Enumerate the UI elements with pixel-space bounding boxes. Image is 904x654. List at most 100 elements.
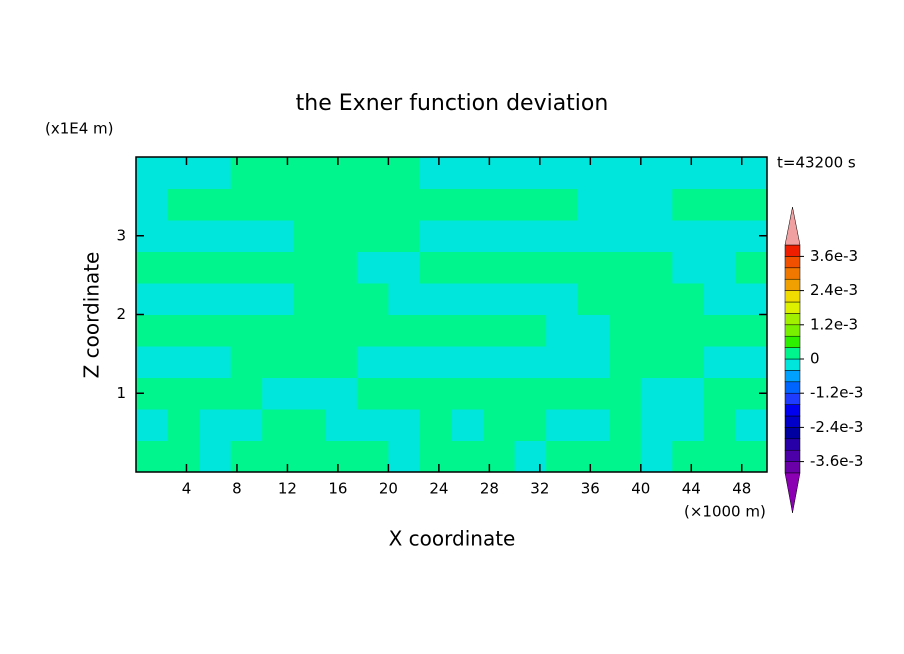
- contour-cell: [388, 314, 421, 347]
- contour-cell: [262, 377, 295, 410]
- contour-cell: [167, 409, 200, 441]
- contour-cell: [419, 409, 452, 441]
- contour-cell: [136, 283, 169, 315]
- contour-cell: [546, 251, 579, 284]
- colorbar-tick-label: 0: [810, 350, 820, 368]
- contour-cell: [419, 188, 452, 221]
- contour-cell: [230, 314, 263, 347]
- contour-cell: [199, 220, 232, 252]
- contour-cell: [167, 440, 200, 473]
- contour-cell: [262, 314, 295, 347]
- colorbar-segment: [784, 427, 801, 440]
- contour-cell: [167, 188, 200, 221]
- contour-cell: [293, 220, 326, 252]
- contour-cell: [325, 283, 358, 315]
- contour-cell: [672, 346, 705, 378]
- contour-cell: [735, 440, 768, 473]
- contour-cell: [167, 251, 200, 284]
- contour-cell: [356, 377, 389, 410]
- contour-cell: [514, 346, 547, 378]
- colorbar-segment: [784, 267, 801, 280]
- contour-cell: [577, 314, 610, 347]
- contour-cell: [640, 251, 673, 284]
- contour-cell: [546, 188, 579, 221]
- contour-cell: [262, 409, 295, 441]
- colorbar-segment: [784, 290, 801, 303]
- contour-cell: [325, 440, 358, 473]
- colorbar-segment: [784, 404, 801, 417]
- contour-cell: [136, 346, 169, 378]
- contour-cell: [230, 188, 263, 221]
- contour-cell: [483, 188, 516, 221]
- contour-cell: [672, 188, 705, 221]
- contour-cell: [262, 157, 295, 189]
- contour-cell: [577, 283, 610, 315]
- colorbar-segment: [784, 358, 801, 371]
- contour-cell: [735, 346, 768, 378]
- contour-cell: [293, 188, 326, 221]
- contour-cell: [356, 251, 389, 284]
- colorbar-tick-label: 1.2e-3: [810, 315, 858, 333]
- contour-cell: [199, 377, 232, 410]
- contour-cell: [230, 409, 263, 441]
- colorbar-tick-label: -2.4e-3: [810, 418, 863, 436]
- colorbar-segment: [784, 278, 801, 291]
- contour-cell: [483, 440, 516, 473]
- contour-cell: [230, 440, 263, 473]
- contour-cell: [514, 409, 547, 441]
- contour-cell: [514, 377, 547, 410]
- contour-cell: [167, 283, 200, 315]
- contour-cell: [640, 377, 673, 410]
- contour-cell: [577, 188, 610, 221]
- contour-cell: [388, 283, 421, 315]
- contour-cell: [735, 283, 768, 315]
- contour-cell: [451, 377, 484, 410]
- x-tick-label: 36: [581, 480, 600, 498]
- contour-cell: [483, 157, 516, 189]
- contour-cell: [136, 314, 169, 347]
- contour-cell: [451, 220, 484, 252]
- contour-cell: [293, 377, 326, 410]
- contour-cell: [388, 440, 421, 473]
- contour-cell: [609, 377, 642, 410]
- contour-cell: [167, 377, 200, 410]
- contour-cell: [640, 157, 673, 189]
- contour-cell: [356, 440, 389, 473]
- contour-cell: [325, 220, 358, 252]
- contour-cell: [546, 409, 579, 441]
- contour-cell: [640, 283, 673, 315]
- y-tick-label: 2: [116, 305, 126, 323]
- contour-cell: [325, 251, 358, 284]
- contour-cell: [577, 440, 610, 473]
- contour-cell: [325, 346, 358, 378]
- contour-cell: [735, 157, 768, 189]
- contour-cell: [419, 346, 452, 378]
- contour-cell: [293, 251, 326, 284]
- contour-cell: [230, 377, 263, 410]
- colorbar-under: [784, 472, 801, 514]
- contour-cell: [672, 251, 705, 284]
- contour-cell: [546, 157, 579, 189]
- contour-cell: [199, 346, 232, 378]
- contour-cell: [293, 440, 326, 473]
- x-tick-label: 32: [530, 480, 549, 498]
- contour-cell: [167, 346, 200, 378]
- contour-cell: [167, 220, 200, 252]
- contour-cell: [483, 314, 516, 347]
- contour-cell: [609, 314, 642, 347]
- contour-cell: [230, 283, 263, 315]
- contour-cell: [325, 188, 358, 221]
- contour-cell: [388, 409, 421, 441]
- contour-cell: [546, 314, 579, 347]
- contour-cell: [293, 409, 326, 441]
- contour-cell: [609, 409, 642, 441]
- contour-cell: [262, 188, 295, 221]
- contour-cell: [672, 314, 705, 347]
- contour-cell: [451, 283, 484, 315]
- time-label: t=43200 s: [777, 154, 856, 172]
- colorbar-tick-label: -3.6e-3: [810, 452, 863, 470]
- contour-cell: [703, 346, 736, 378]
- contour-cell: [136, 440, 169, 473]
- contour-cell: [451, 346, 484, 378]
- contour-cell: [167, 157, 200, 189]
